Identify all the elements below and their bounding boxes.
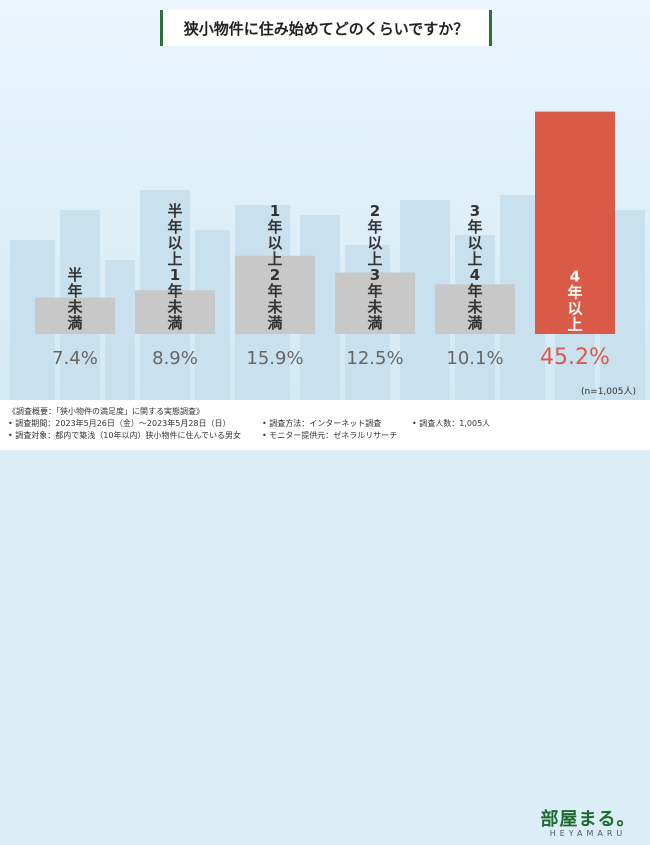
category-label-3: 2 年以上 3 年未満 [366,202,383,332]
logo-main-text: 部屋まる。 [540,809,636,830]
survey-method: • 調査方法：インターネット調査 [262,419,382,428]
survey-monitor: • モニター提供元：ゼネラルリサーチ [262,431,398,440]
bar-4 [435,284,515,334]
value-label-3: 12.5% [346,348,403,369]
chart-area: 半年未満 半年以上 1 年未満 1 年以上 2 年未満 2 年以上 3 年未満 3 年以上 4 年未満 4 年以上… [0,0,650,400]
category-label-1: 半年以上 1 年未満 [166,202,183,332]
bar-0 [35,297,115,334]
bar-1 [135,290,215,334]
category-label-5: 4 年以上 [567,268,582,334]
category-label-4: 3 年以上 4 年未満 [466,202,483,332]
bar-3 [335,272,415,334]
category-label-0: 半年未満 [66,266,83,332]
bar-2 [235,255,315,334]
logo-sub-text: HEYAMARU [549,829,627,838]
value-label-0: 7.4% [52,348,98,369]
sample-size: (n=1,005人) [580,387,636,397]
value-label-1: 8.9% [152,348,198,369]
survey-footer: 《調査概要：「狭小物件の満足度」に関する実態調査》 • 調査期間：2023年5月… [0,400,650,838]
value-label-5: 45.2% [540,345,610,370]
survey-overview: 《調査概要：「狭小物件の満足度」に関する実態調査》 [8,407,204,416]
category-label-2: 1 年以上 2 年未満 [266,202,283,332]
survey-count: • 調査人数：1,005人 [412,419,491,428]
survey-target: • 調査対象：都内で築浅（10年以内）狭小物件に住んでいる男女 [8,431,242,440]
survey-period: • 調査期間：2023年5月26日（金）〜2023年5月28日（日） [8,419,231,428]
value-label-2: 15.9% [246,348,303,369]
bar-5 [535,111,615,334]
heyamaru-logo: 部屋まる。 HEYAMARU [534,805,642,845]
chart-title: 狭小物件に住み始めてどのくらいですか？ [160,10,492,46]
value-label-4: 10.1% [446,348,503,369]
